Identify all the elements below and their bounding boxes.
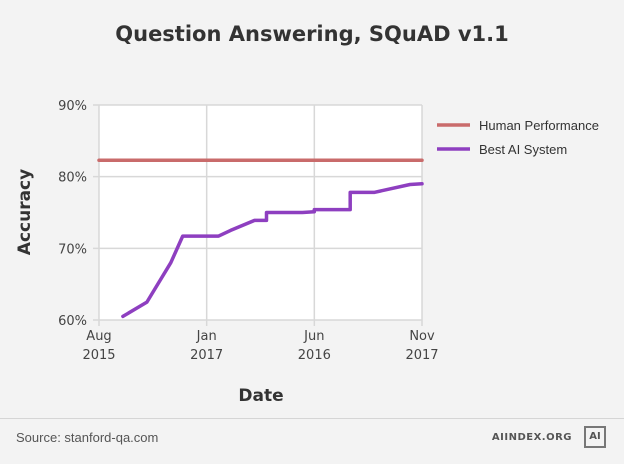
- ai-index-logo-icon: AI: [584, 426, 606, 448]
- best-ai-system-line: [121, 182, 424, 319]
- x-tick-label-year: 2017: [190, 348, 223, 363]
- chart-title: Question Answering, SQuAD v1.1: [115, 22, 509, 46]
- legend-label: Best AI System: [479, 142, 567, 157]
- y-tick-label: 80%: [58, 171, 87, 186]
- x-tick-label-month: Nov: [409, 329, 435, 344]
- y-tick-label: 70%: [58, 242, 87, 257]
- brand-text: AIINDEX.ORG: [491, 432, 572, 443]
- x-tick-label-year: 2016: [298, 348, 331, 363]
- footer-divider: [0, 418, 624, 419]
- y-axis-label: Accuracy: [15, 169, 35, 255]
- y-tick-label: 60%: [58, 314, 87, 329]
- x-axis-label: Date: [238, 386, 283, 406]
- x-tick-label-year: 2015: [82, 348, 115, 363]
- legend-label: Human Performance: [479, 118, 599, 133]
- x-tick-label-month: Jun: [303, 329, 324, 344]
- y-tick-labels: 60% 70% 80% 90%: [58, 99, 87, 329]
- plot-area: [99, 105, 422, 320]
- x-tick-labels: Aug 2015 Jan 2017 Jun 2016 Nov 2017: [82, 329, 438, 363]
- y-tick-label: 90%: [58, 99, 87, 114]
- x-tick-label-month: Aug: [86, 329, 111, 344]
- grid: [93, 104, 423, 326]
- series-lines: [97, 158, 424, 319]
- source-text: Source: stanford-qa.com: [16, 430, 159, 445]
- x-tick-label-year: 2017: [405, 348, 438, 363]
- x-tick-label-month: Jan: [196, 329, 217, 344]
- legend: Human Performance Best AI System: [437, 118, 599, 157]
